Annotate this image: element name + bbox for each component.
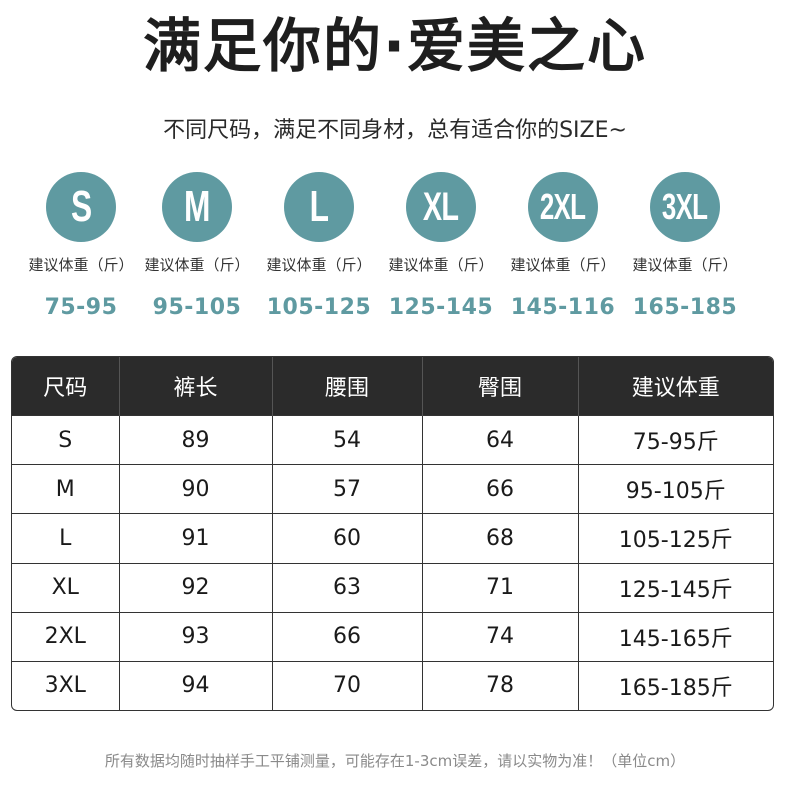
cell-size: 2XL: [12, 611, 120, 662]
weight-label: 建议体重（斤）: [510, 256, 616, 274]
table-row: 2XL 93 66 74 145-165斤: [12, 611, 773, 662]
cell-waist: 70: [272, 660, 423, 710]
cell-size: S: [12, 414, 120, 465]
weight-range: 105-125: [266, 295, 372, 320]
cell-weight: 95-105斤: [578, 464, 773, 514]
cell-weight: 125-145斤: [578, 562, 773, 613]
cell-length: 93: [119, 611, 273, 662]
column-header-weight: 建议体重: [578, 357, 773, 416]
size-item-xl: XL 建议体重（斤） 125-145: [380, 172, 502, 320]
column-header-size: 尺码: [12, 357, 120, 416]
table-row: S 89 54 64 75-95斤: [12, 414, 773, 465]
cell-hip: 64: [422, 414, 579, 465]
table-row: 3XL 94 70 78 165-185斤: [12, 660, 773, 710]
column-header-hip: 臀围: [422, 357, 579, 416]
cell-weight: 165-185斤: [578, 660, 773, 710]
weight-label: 建议体重（斤）: [266, 256, 372, 274]
cell-weight: 105-125斤: [578, 513, 773, 564]
size-badge: L: [284, 172, 354, 242]
cell-weight: 75-95斤: [578, 414, 773, 465]
cell-waist: 57: [272, 464, 423, 514]
size-table: 尺码 裤长 腰围 臀围 建议体重 S 89 54 64 75-95斤 M 90 …: [11, 356, 774, 711]
table-row: L 91 60 68 105-125斤: [12, 513, 773, 564]
cell-waist: 63: [272, 562, 423, 613]
size-item-2xl: 2XL 建议体重（斤） 145-116: [502, 172, 624, 320]
weight-range: 145-116: [510, 295, 616, 320]
cell-size: 3XL: [12, 660, 120, 710]
size-badge: M: [162, 172, 232, 242]
cell-length: 92: [119, 562, 273, 613]
size-overview: S 建议体重（斤） 75-95 M 建议体重（斤） 95-105 L 建议体重（…: [0, 172, 790, 332]
cell-length: 89: [119, 414, 273, 465]
table-row: XL 92 63 71 125-145斤: [12, 562, 773, 613]
cell-waist: 54: [272, 414, 423, 465]
size-item-3xl: 3XL 建议体重（斤） 165-185: [624, 172, 746, 320]
weight-label: 建议体重（斤）: [632, 256, 738, 274]
column-header-waist: 腰围: [272, 357, 423, 416]
cell-length: 91: [119, 513, 273, 564]
table-row: M 90 57 66 95-105斤: [12, 464, 773, 514]
weight-label: 建议体重（斤）: [388, 256, 494, 274]
cell-waist: 60: [272, 513, 423, 564]
size-badge: 2XL: [528, 172, 598, 242]
cell-length: 94: [119, 660, 273, 710]
measurement-note: 所有数据均随时抽样手工平铺测量，可能存在1-3cm误差，请以实物为准！（单位cm…: [104, 752, 686, 770]
table-header-row: 尺码 裤长 腰围 臀围 建议体重: [12, 357, 773, 416]
cell-hip: 68: [422, 513, 579, 564]
cell-size: L: [12, 513, 120, 564]
cell-hip: 71: [422, 562, 579, 613]
size-item-s: S 建议体重（斤） 75-95: [20, 172, 142, 320]
column-header-length: 裤长: [119, 357, 273, 416]
size-item-l: L 建议体重（斤） 105-125: [258, 172, 380, 320]
size-badge: XL: [406, 172, 476, 242]
page-subtitle: 不同尺码，满足不同身材，总有适合你的SIZE~: [163, 118, 627, 143]
cell-weight: 145-165斤: [578, 611, 773, 662]
size-item-m: M 建议体重（斤） 95-105: [136, 172, 258, 320]
cell-hip: 66: [422, 464, 579, 514]
page-title: 满足你的·爱美之心: [142, 12, 648, 80]
cell-length: 90: [119, 464, 273, 514]
size-badge: S: [46, 172, 116, 242]
weight-range: 75-95: [44, 295, 118, 320]
weight-range: 165-185: [632, 295, 738, 320]
weight-range: 95-105: [152, 295, 242, 320]
cell-waist: 66: [272, 611, 423, 662]
size-badge: 3XL: [650, 172, 720, 242]
weight-range: 125-145: [388, 295, 494, 320]
cell-hip: 74: [422, 611, 579, 662]
cell-size: M: [12, 464, 120, 514]
weight-label: 建议体重（斤）: [28, 256, 134, 274]
weight-label: 建议体重（斤）: [144, 256, 250, 274]
cell-hip: 78: [422, 660, 579, 710]
cell-size: XL: [12, 562, 120, 613]
